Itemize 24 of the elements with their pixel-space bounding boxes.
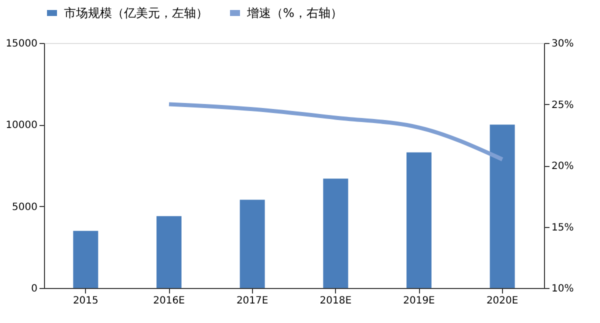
y-tick-label: 5000	[12, 202, 38, 213]
bar	[490, 124, 515, 288]
bar	[323, 178, 348, 288]
x-tick-label: 2018E	[320, 296, 352, 306]
x-tick-label: 2019E	[403, 296, 435, 306]
y-tick-label: 15000	[6, 38, 38, 50]
y-tick-label: 10000	[6, 120, 38, 132]
bar	[406, 152, 432, 288]
bar	[73, 230, 98, 288]
y2-tick-label: 25%	[552, 100, 574, 111]
x-tick-label: 2020E	[486, 296, 518, 306]
bar	[240, 200, 265, 288]
y2-tick-label: 20%	[552, 161, 574, 172]
x-tick-label: 2015	[72, 296, 98, 306]
x-tick-label: 2017E	[236, 296, 268, 306]
y2-tick-label: 15%	[552, 222, 574, 234]
legend-label: 市场规模（亿美元，左轴）	[64, 6, 208, 20]
legend-label: 增速（%，右轴）	[246, 6, 342, 20]
line-series	[167, 102, 504, 162]
x-tick-label: 2016E	[153, 296, 185, 306]
y-tick-label: 0	[31, 284, 38, 294]
y2-tick-label: 30%	[552, 38, 574, 50]
y2-tick-label: 10%	[552, 284, 574, 294]
bar	[156, 216, 182, 288]
